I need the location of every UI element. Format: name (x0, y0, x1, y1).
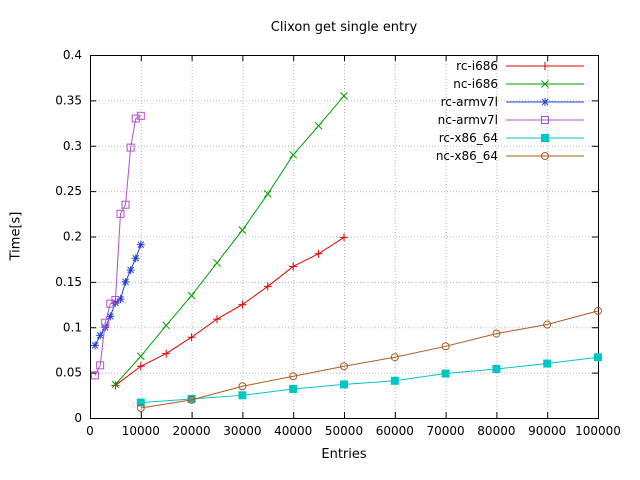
svg-text:70000: 70000 (427, 424, 465, 438)
series-rc-i686 (111, 233, 348, 390)
svg-text:0.1: 0.1 (63, 320, 82, 334)
svg-text:30000: 30000 (223, 424, 261, 438)
series-rc-armv7l (91, 240, 145, 350)
grid-lines (90, 55, 599, 419)
legend: rc-i686 nc-i686 rc-armv7l nc-armv7l rc-x86_6… (436, 59, 584, 163)
svg-text:20000: 20000 (173, 424, 211, 438)
legend-item-rc-armv7l: rc-armv7l (441, 95, 584, 109)
legend-label: nc-i686 (453, 77, 498, 91)
series-nc-i686 (111, 91, 348, 389)
svg-text:0.35: 0.35 (55, 93, 82, 107)
series-nc-x86_64 (136, 306, 602, 413)
y-tick-labels: 0 0.05 0.1 0.15 0.2 0.25 0.3 0.35 0.4 (55, 48, 82, 425)
legend-item-rc-x86_64: rc-x86_64 (439, 131, 584, 145)
legend-label: nc-x86_64 (436, 149, 498, 163)
tick-marks (90, 55, 599, 419)
svg-text:0: 0 (86, 424, 94, 438)
svg-text:90000: 90000 (528, 424, 566, 438)
svg-text:0.25: 0.25 (55, 184, 82, 198)
legend-label: nc-armv7l (438, 113, 498, 127)
svg-text:50000: 50000 (325, 424, 363, 438)
svg-text:10000: 10000 (122, 424, 160, 438)
svg-text:0.3: 0.3 (63, 139, 82, 153)
svg-text:40000: 40000 (274, 424, 312, 438)
legend-label: rc-x86_64 (439, 131, 498, 145)
legend-item-rc-i686: rc-i686 (456, 59, 584, 73)
svg-text:100000: 100000 (575, 424, 621, 438)
legend-item-nc-i686: nc-i686 (453, 77, 584, 91)
x-axis-label: Entries (321, 447, 367, 462)
series-rc-x86_64 (136, 353, 602, 407)
x-tick-labels: 0 10000 20000 30000 40000 50000 60000 70000 8000… (86, 424, 621, 438)
y-axis-label: Time[s] (8, 211, 24, 261)
legend-label: rc-armv7l (441, 95, 498, 109)
chart-title: Clixon get single entry (270, 20, 418, 35)
legend-label: rc-i686 (456, 59, 498, 73)
svg-text:80000: 80000 (477, 424, 515, 438)
svg-text:60000: 60000 (376, 424, 414, 438)
svg-text:0.05: 0.05 (55, 366, 82, 380)
legend-item-nc-x86_64: nc-x86_64 (436, 149, 584, 163)
svg-text:0.15: 0.15 (55, 275, 82, 289)
series-nc-armv7l (91, 111, 145, 380)
svg-text:0: 0 (74, 411, 82, 425)
svg-text:0.2: 0.2 (63, 230, 82, 244)
svg-text:0.4: 0.4 (63, 48, 82, 62)
legend-item-nc-armv7l: nc-armv7l (438, 113, 584, 127)
